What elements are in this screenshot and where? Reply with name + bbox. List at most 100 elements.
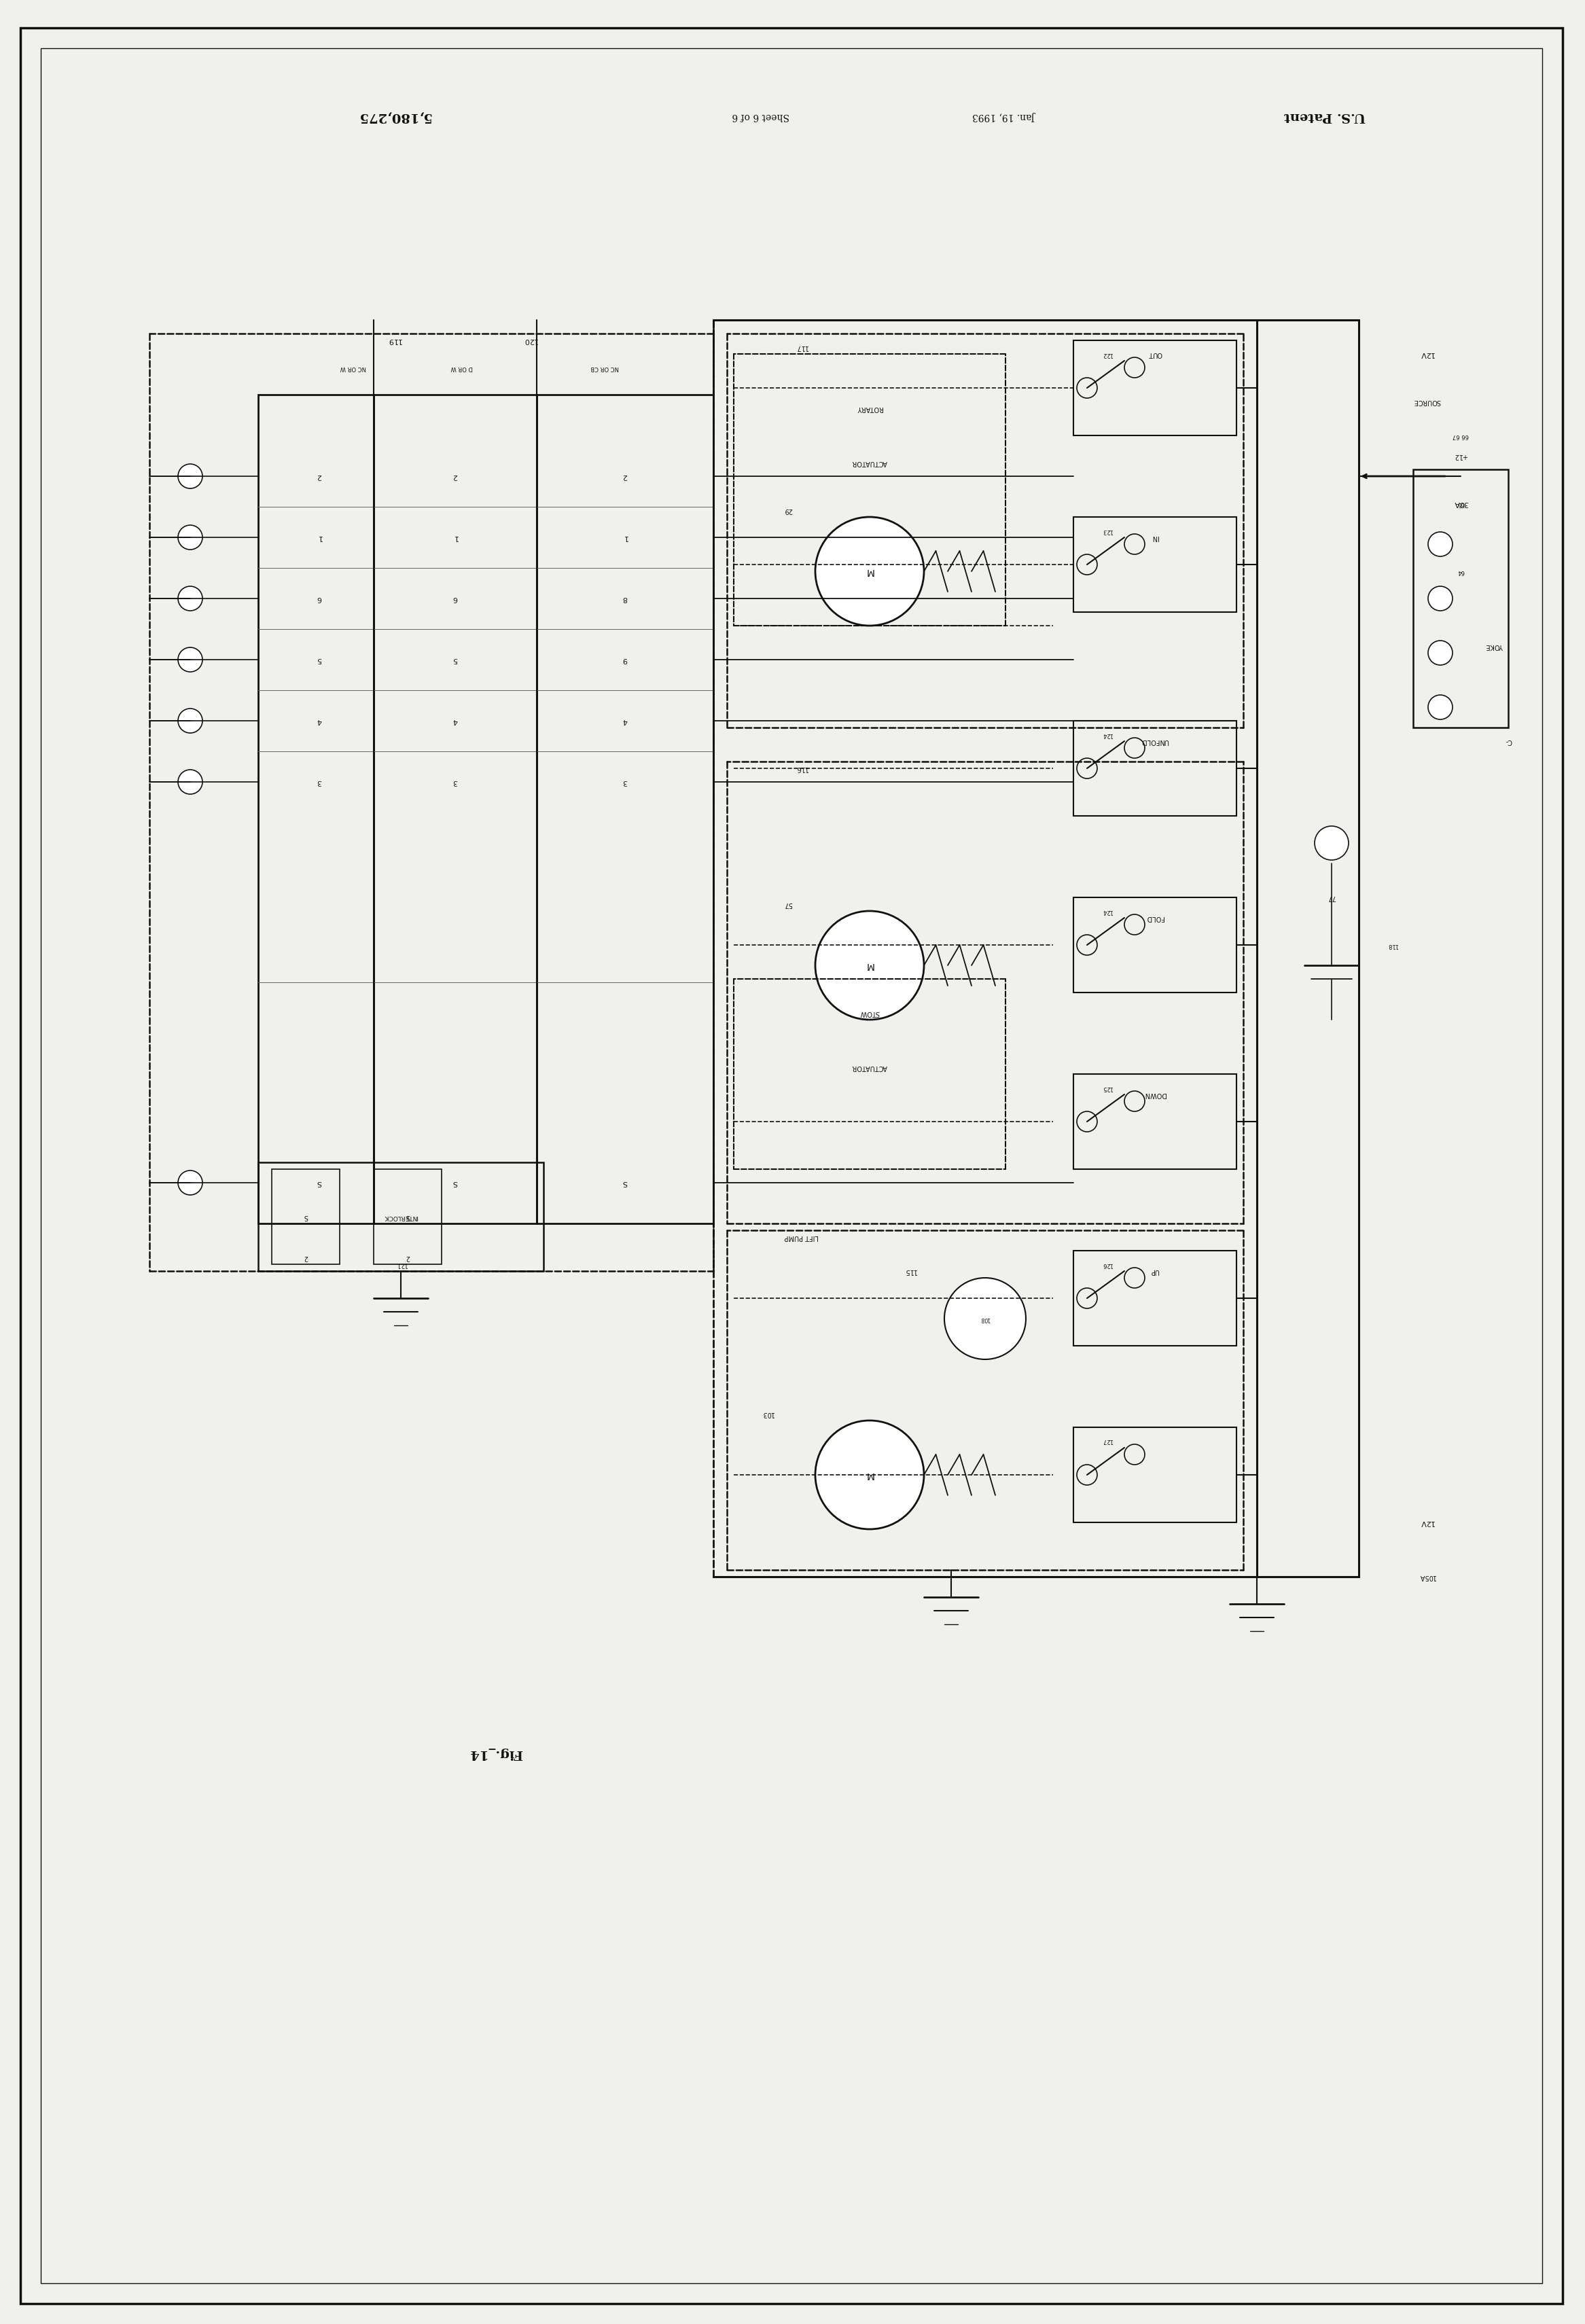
Text: NC OR W: NC OR W [341,365,366,370]
Text: 9: 9 [623,655,628,662]
Text: 1: 1 [317,535,322,541]
Text: 115: 115 [903,1267,916,1274]
Text: S: S [406,1213,409,1220]
Text: STOW: STOW [859,1009,880,1016]
Text: 103: 103 [761,1411,773,1418]
Circle shape [178,709,203,732]
Text: 127: 127 [1102,1439,1113,1443]
Text: 12V: 12V [1419,1520,1434,1527]
Bar [1073,720,1236,816]
Text: OUT: OUT [1148,351,1162,358]
Text: S: S [453,1178,458,1185]
Bar [1073,1074,1236,1169]
Text: M: M [865,960,873,969]
Text: 64: 64 [1457,569,1465,574]
Bar [1073,1427,1236,1522]
Circle shape [178,465,203,488]
Text: 120: 120 [523,337,537,344]
Text: 2: 2 [406,1255,411,1262]
Text: DOWN: DOWN [1144,1090,1167,1097]
Circle shape [1428,695,1452,720]
Text: 66 67: 66 67 [1452,432,1469,439]
Text: 29: 29 [785,507,792,514]
Circle shape [1428,532,1452,555]
Text: 108: 108 [980,1315,991,1322]
Text: IN: IN [1151,535,1159,541]
Circle shape [178,525,203,548]
Bar [1073,339,1236,435]
Circle shape [815,911,924,1020]
Circle shape [178,769,203,795]
Text: 3: 3 [623,779,628,786]
Circle shape [1314,825,1349,860]
Text: Jan. 19, 1993: Jan. 19, 1993 [973,112,1037,121]
Circle shape [1428,586,1452,611]
Text: S: S [304,1213,307,1220]
Bar [374,1169,442,1264]
Circle shape [178,648,203,672]
Text: 77: 77 [1327,895,1336,902]
Text: S: S [623,1178,628,1185]
Circle shape [815,516,924,625]
Circle shape [178,1171,203,1195]
Text: LIFT PUMP: LIFT PUMP [785,1234,819,1241]
Text: YOKE: YOKE [1487,644,1503,648]
Text: ACTUATOR: ACTUATOR [851,1064,888,1071]
Text: 4: 4 [623,718,628,725]
Text: 124: 124 [1102,732,1113,737]
Text: 2: 2 [623,472,628,479]
Text: D OR W: D OR W [452,365,472,370]
Text: +12: +12 [1453,453,1468,460]
Text: 5,180,275: 5,180,275 [357,109,431,123]
Text: FOLD: FOLD [1146,913,1163,920]
Text: 1: 1 [623,535,628,541]
Text: 57: 57 [785,902,792,909]
Text: Sheet 6 of 6: Sheet 6 of 6 [732,112,789,121]
Text: UP: UP [1151,1267,1159,1274]
Text: ACTUATOR: ACTUATOR [851,460,888,467]
Text: C-: C- [1504,737,1512,744]
Text: INTERLOCK: INTERLOCK [384,1213,418,1220]
Circle shape [1428,641,1452,665]
Bar [1414,469,1509,727]
Text: U.S. Patent: U.S. Patent [1284,109,1366,123]
Text: 4: 4 [317,718,322,725]
Text: M: M [865,1471,873,1480]
Bar [374,395,537,1222]
Text: 12V: 12V [1419,351,1434,358]
Text: NC OR CB: NC OR CB [591,365,618,370]
Circle shape [178,586,203,611]
Text: 6: 6 [453,595,458,602]
Text: SOURCE: SOURCE [1414,397,1441,404]
Text: 126: 126 [1102,1262,1113,1267]
Text: 118: 118 [1387,941,1398,948]
Text: 5: 5 [453,655,458,662]
Text: 2: 2 [453,472,458,479]
Text: 2: 2 [317,472,322,479]
Bar [271,1169,339,1264]
Bar [1073,1250,1236,1346]
Text: 105A: 105A [1419,1573,1436,1580]
Text: 122: 122 [1102,351,1113,358]
Text: 4: 4 [453,718,458,725]
Bar [1073,516,1236,611]
Circle shape [945,1278,1025,1360]
Text: 8: 8 [623,595,628,602]
Text: 121: 121 [395,1262,407,1267]
Text: 117: 117 [796,344,808,351]
Text: 1: 1 [453,535,458,541]
Text: 124: 124 [1102,909,1113,913]
Bar [258,1162,544,1271]
Text: 3: 3 [317,779,322,786]
Text: 65: 65 [1457,500,1465,507]
Text: 123: 123 [1102,528,1113,535]
Text: 5: 5 [317,655,322,662]
Text: 30A: 30A [1453,500,1468,507]
Text: 2: 2 [304,1255,307,1262]
Text: 3: 3 [453,779,458,786]
Text: M: M [865,567,873,576]
Text: Fig._14: Fig._14 [469,1748,523,1759]
Text: 119: 119 [387,337,401,344]
Bar [537,395,713,1222]
Circle shape [815,1420,924,1529]
